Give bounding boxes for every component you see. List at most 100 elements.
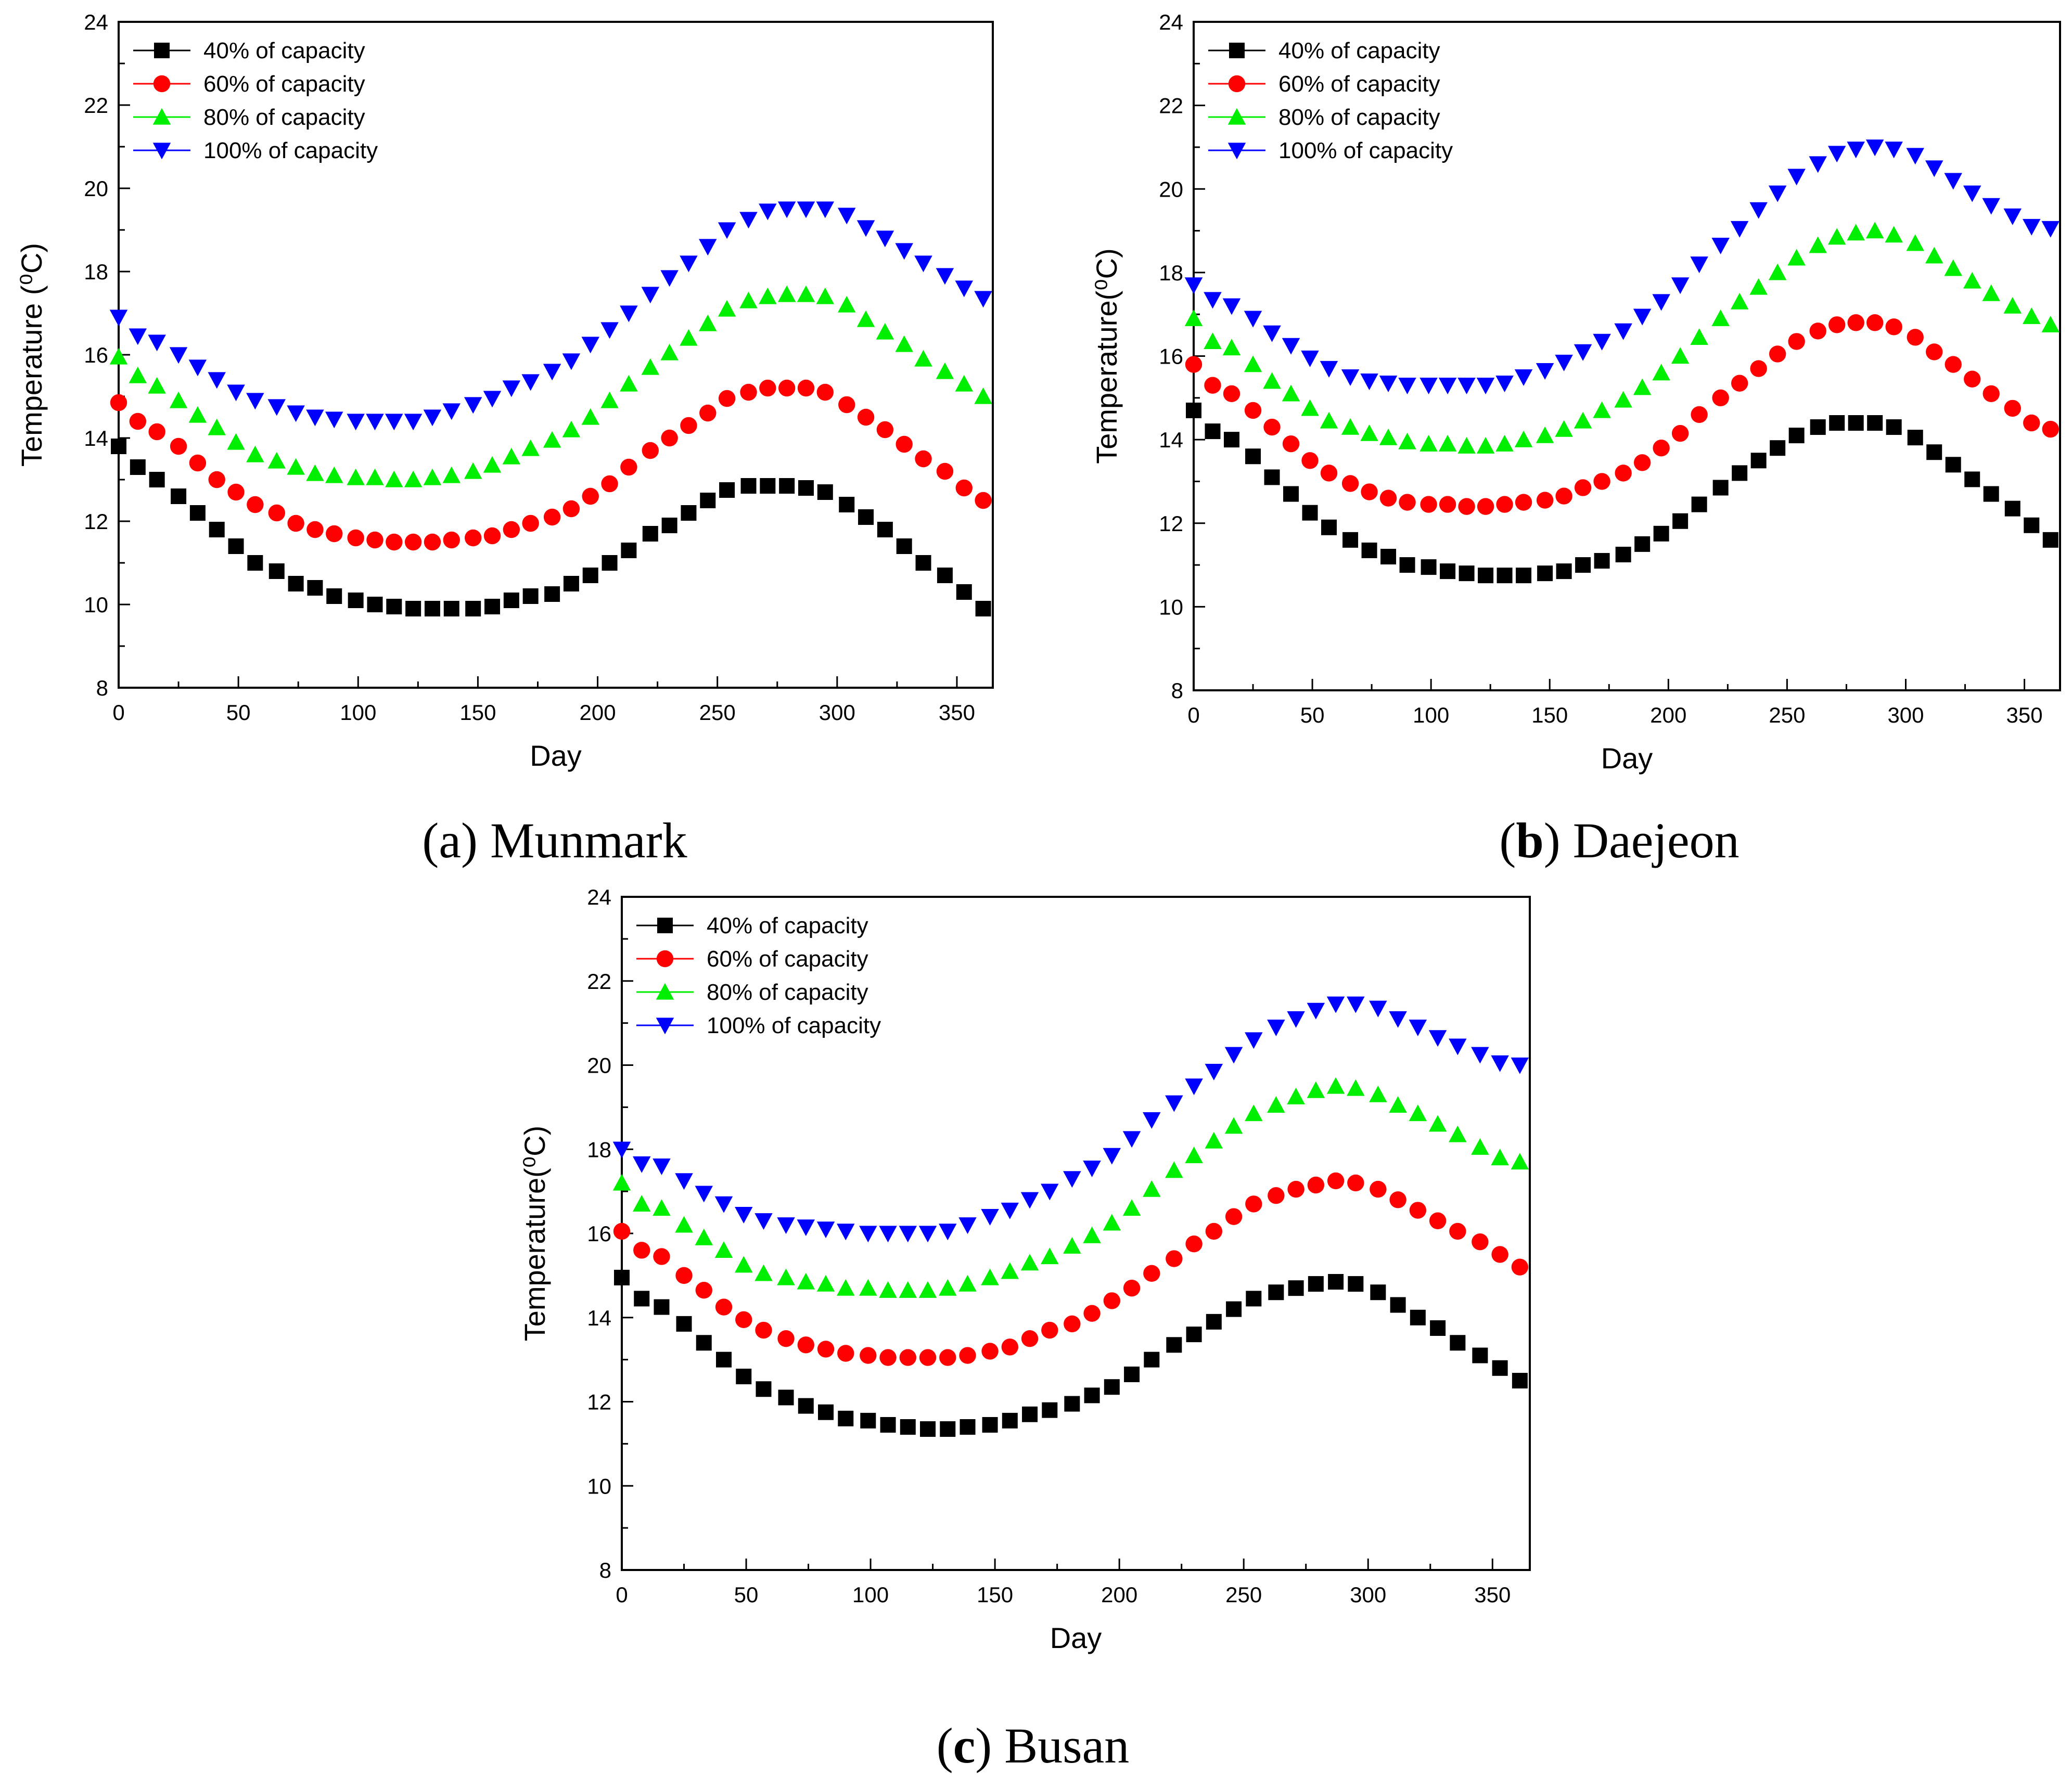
legend-marker (656, 1018, 674, 1035)
data-point (1925, 247, 1943, 264)
data-point (1143, 1265, 1160, 1282)
data-point (1342, 532, 1359, 548)
data-point (936, 362, 954, 379)
legend-label: 60% of capacity (1278, 71, 1440, 97)
data-point (1731, 375, 1748, 392)
data-point (877, 522, 893, 537)
data-point (1283, 486, 1299, 502)
data-point (896, 538, 912, 554)
data-point (1925, 160, 1943, 177)
data-point (940, 1421, 956, 1437)
data-point (680, 255, 698, 273)
data-point (1185, 1078, 1203, 1096)
data-point (1042, 1402, 1058, 1418)
data-point (267, 399, 286, 416)
data-point (1104, 1379, 1120, 1395)
data-point (754, 1213, 773, 1230)
data-point (1691, 406, 1708, 423)
data-point (1390, 1297, 1406, 1313)
data-point (247, 496, 264, 513)
y-tick-label: 18 (1159, 261, 1183, 285)
data-point (714, 1241, 733, 1258)
data-point (779, 478, 795, 494)
data-point (227, 433, 245, 450)
data-point (958, 1217, 977, 1234)
x-tick-label: 250 (699, 700, 736, 725)
data-point (600, 391, 619, 408)
data-point (1379, 376, 1398, 392)
x-axis: 0 50 100 150 200 250 300 350 (616, 1559, 1511, 1607)
data-point (900, 1419, 916, 1435)
y-tick-label: 24 (587, 885, 611, 909)
x-tick-label: 50 (1300, 703, 1325, 727)
data-point (740, 383, 757, 401)
data-point (641, 358, 660, 375)
data-point (347, 468, 365, 485)
data-point (169, 347, 188, 364)
data-point (1690, 256, 1708, 274)
data-point (899, 1349, 916, 1366)
data-point (442, 403, 461, 420)
data-point (778, 379, 796, 397)
y-tick-label: 16 (587, 1221, 611, 1246)
data-point (1652, 364, 1670, 381)
data-point (1472, 1347, 1488, 1363)
data-point (1165, 1095, 1183, 1112)
y-tick-label: 22 (1159, 94, 1183, 118)
data-point (1827, 228, 1846, 245)
data-point (1768, 185, 1787, 202)
data-point (1428, 1030, 1447, 1047)
data-point (1021, 1330, 1039, 1347)
data-point (405, 601, 421, 616)
data-point (1409, 1020, 1427, 1036)
data-point (1328, 1274, 1344, 1290)
chart-panel-daejeon: 0 50 100 150 200 250 300 350 8 10 12 14 16 18 20 22 24 Da… (1036, 0, 2072, 884)
data-point (1671, 277, 1690, 294)
data-point (582, 568, 598, 583)
data-point (2041, 316, 2060, 332)
y-tick-label: 20 (1159, 177, 1183, 201)
data-point (367, 597, 383, 612)
data-point (1671, 347, 1690, 364)
data-point (1204, 292, 1222, 309)
legend-marker (1227, 108, 1246, 125)
data-point (879, 1226, 897, 1243)
data-point (1449, 1125, 1467, 1142)
data-point (1770, 440, 1786, 456)
data-point (1223, 385, 1240, 402)
data-point (1143, 1180, 1161, 1197)
data-point (188, 406, 207, 423)
data-point (974, 291, 992, 308)
data-point (1963, 272, 1981, 289)
data-point (939, 1349, 956, 1366)
data-point (1847, 224, 1865, 241)
data-point (1536, 492, 1554, 509)
data-point (699, 239, 717, 256)
data-point (227, 483, 245, 501)
data-point (777, 285, 796, 302)
data-point (424, 601, 440, 616)
data-point (385, 414, 403, 431)
data-point (837, 1279, 855, 1296)
data-point (982, 1417, 998, 1433)
data-point (958, 1275, 977, 1292)
data-point (268, 504, 285, 522)
data-point (288, 576, 304, 591)
data-point (1244, 355, 1262, 372)
data-point (1472, 1233, 1489, 1251)
data-point (981, 1268, 999, 1285)
series-100-of-capacity (109, 201, 992, 431)
legend-label: 60% of capacity (707, 946, 868, 972)
series-80-of-capacity (612, 1077, 1529, 1298)
data-point (1926, 444, 1942, 460)
series-40-of-capacity (614, 1269, 1528, 1437)
data-point (1867, 415, 1883, 431)
data-point (918, 1226, 937, 1243)
data-point (502, 380, 521, 397)
data-point (1185, 1147, 1203, 1164)
data-point (601, 475, 618, 493)
x-tick-label: 100 (852, 1582, 889, 1607)
data-point (1810, 419, 1826, 435)
data-point (1964, 471, 1980, 487)
data-point (1491, 1055, 1509, 1072)
